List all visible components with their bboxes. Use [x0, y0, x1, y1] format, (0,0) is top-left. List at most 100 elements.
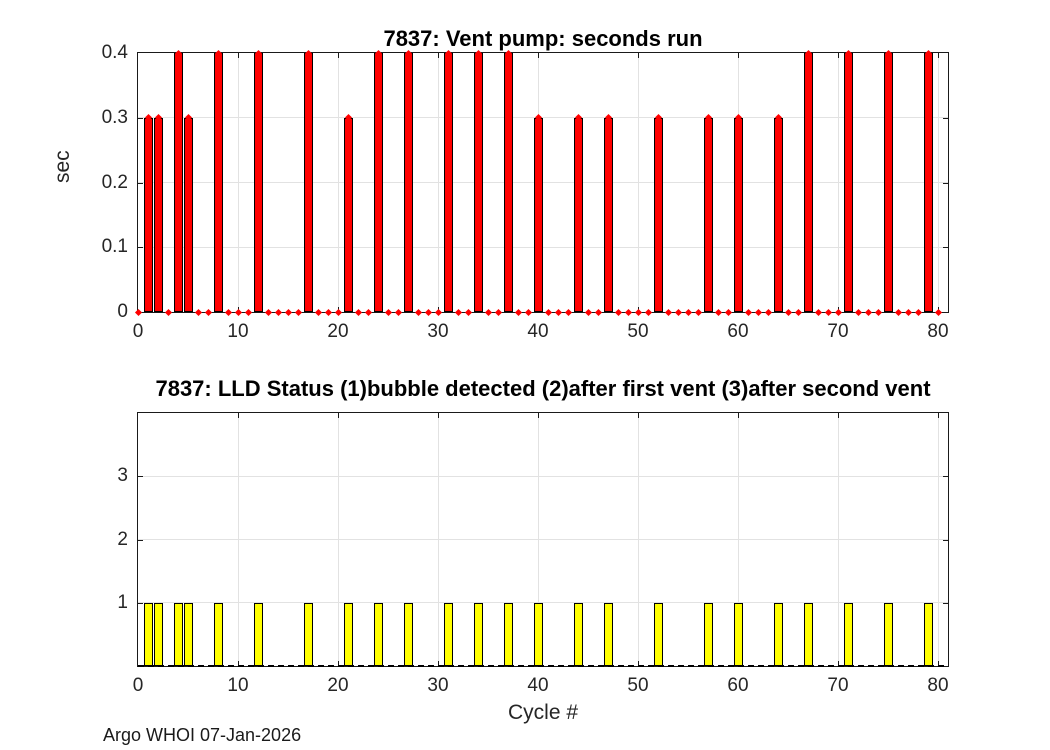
diamond-marker — [394, 308, 402, 316]
y-tick-mark — [138, 247, 143, 249]
diamond-marker — [524, 308, 532, 316]
x-tick-label: 0 — [132, 675, 144, 696]
x-tick-label: 80 — [927, 675, 949, 696]
bar — [803, 53, 813, 312]
bar — [533, 118, 543, 312]
x-tick-mark — [838, 413, 839, 418]
bar — [773, 603, 783, 666]
footer-note: Argo WHOI 07-Jan-2026 — [103, 725, 302, 745]
x-tick-label: 70 — [827, 675, 849, 696]
diamond-marker — [714, 308, 722, 316]
diamond-marker — [624, 308, 632, 316]
bar — [143, 118, 153, 312]
x-tick-label: 30 — [427, 321, 449, 342]
y-tick-mark — [138, 539, 143, 541]
x-tick-mark — [338, 661, 339, 666]
diamond-marker — [234, 308, 242, 316]
bar — [843, 53, 853, 312]
x-tick-label: 0 — [132, 321, 144, 342]
diamond-marker — [454, 308, 462, 316]
bar — [653, 118, 663, 312]
x-tick-label: 10 — [227, 675, 249, 696]
y-tick-mark — [138, 602, 143, 604]
y-tick-label: 0.3 — [101, 106, 128, 128]
bar — [403, 603, 413, 666]
x-tick-label: 10 — [227, 321, 249, 342]
bar — [533, 603, 543, 666]
y-tick-mark — [943, 539, 948, 541]
zero-dashed-line — [138, 665, 948, 667]
bar — [923, 53, 933, 312]
horizontal-gridline — [138, 182, 948, 183]
x-tick-mark — [438, 661, 439, 666]
diamond-marker — [284, 308, 292, 316]
horizontal-gridline — [138, 539, 948, 540]
diamond-marker — [784, 308, 792, 316]
horizontal-gridline — [138, 602, 948, 604]
diamond-marker — [244, 308, 252, 316]
diamond-marker — [694, 308, 702, 316]
x-tick-label: 30 — [427, 675, 449, 696]
y-tick-label: 0.2 — [101, 171, 128, 193]
y-tick-mark — [943, 182, 948, 184]
diamond-marker — [724, 308, 732, 316]
bar — [173, 603, 183, 666]
diamond-marker — [584, 308, 592, 316]
x-tick-label: 70 — [827, 321, 849, 342]
diamond-marker — [564, 308, 572, 316]
lld-status-chart: 1 2 3 0 10 20 30 40 50 60 70 80 — [117, 412, 949, 696]
y-tick-label: 1 — [117, 591, 128, 613]
diamond-marker — [934, 308, 942, 316]
bar — [443, 603, 453, 666]
bar — [183, 603, 193, 666]
x-tick-mark — [938, 53, 939, 58]
bar — [443, 53, 453, 312]
x-tick-label: 50 — [627, 321, 649, 342]
diamond-marker — [834, 308, 842, 316]
bar — [703, 603, 713, 666]
diamond-marker — [194, 308, 202, 316]
bar — [213, 603, 223, 666]
bar — [303, 603, 313, 666]
y-tick-label: 0 — [117, 301, 128, 322]
bar — [173, 53, 183, 312]
bar — [153, 603, 163, 666]
x-tick-mark — [838, 53, 839, 58]
x-tick-mark — [938, 661, 939, 666]
x-tick-mark — [238, 661, 239, 666]
diamond-marker — [894, 308, 902, 316]
y-tick-label: 2 — [117, 528, 128, 550]
diamond-marker — [314, 308, 322, 316]
diamond-marker — [164, 308, 172, 316]
diamond-marker — [864, 308, 872, 316]
bar — [573, 118, 583, 312]
x-tick-label: 20 — [327, 321, 349, 342]
y-tick-label: 0.4 — [101, 42, 128, 63]
diamond-marker — [814, 308, 822, 316]
x-tick-label: 20 — [327, 675, 349, 696]
diamond-marker — [684, 308, 692, 316]
x-tick-mark — [538, 53, 539, 58]
diamond-marker — [414, 308, 422, 316]
horizontal-gridline — [138, 117, 948, 119]
x-tick-mark — [938, 413, 939, 418]
y-tick-mark — [943, 247, 948, 249]
diamond-marker — [914, 308, 922, 316]
bar — [473, 603, 483, 666]
y-tick-mark — [943, 476, 948, 478]
diamond-marker — [464, 308, 472, 316]
x-tick-mark — [738, 53, 739, 58]
diamond-marker — [294, 308, 302, 316]
x-tick-label: 50 — [627, 675, 649, 696]
y-tick-label: 3 — [117, 465, 128, 487]
bar — [803, 603, 813, 666]
diamond-marker — [484, 308, 492, 316]
bar — [923, 603, 933, 666]
bar — [213, 53, 223, 312]
bar — [603, 118, 613, 312]
diamond-marker — [634, 308, 642, 316]
bar — [503, 53, 513, 312]
x-tick-mark — [638, 661, 639, 666]
vent-pump-chart-title: 7837: Vent pump: seconds run — [383, 26, 703, 51]
diamond-marker — [434, 308, 442, 316]
